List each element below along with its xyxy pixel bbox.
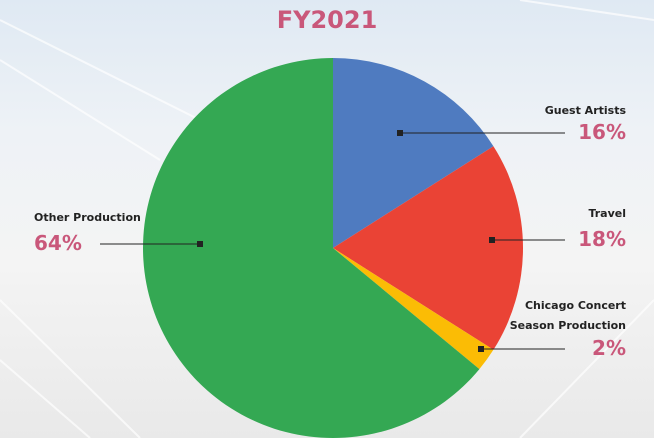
leader-dot: [489, 237, 495, 243]
slice-label: Chicago Concert Season Production: [509, 299, 626, 332]
slice-label: Guest Artists: [544, 104, 626, 117]
slice-label: Travel: [588, 207, 626, 220]
value-label: 64%: [34, 231, 82, 255]
chart-title: FY2021: [276, 6, 378, 34]
pie-slice: [333, 248, 494, 370]
leader-dot: [397, 130, 403, 136]
value-label: 16%: [578, 120, 626, 144]
pie-slice: [333, 58, 494, 248]
value-label: 2%: [592, 336, 626, 360]
pie-slice: [143, 58, 480, 438]
slice-label: Other Production: [34, 211, 141, 224]
leader-dot: [478, 346, 484, 352]
value-label: 18%: [578, 227, 626, 251]
leader-dot: [197, 241, 203, 247]
pie-slice: [333, 146, 523, 350]
